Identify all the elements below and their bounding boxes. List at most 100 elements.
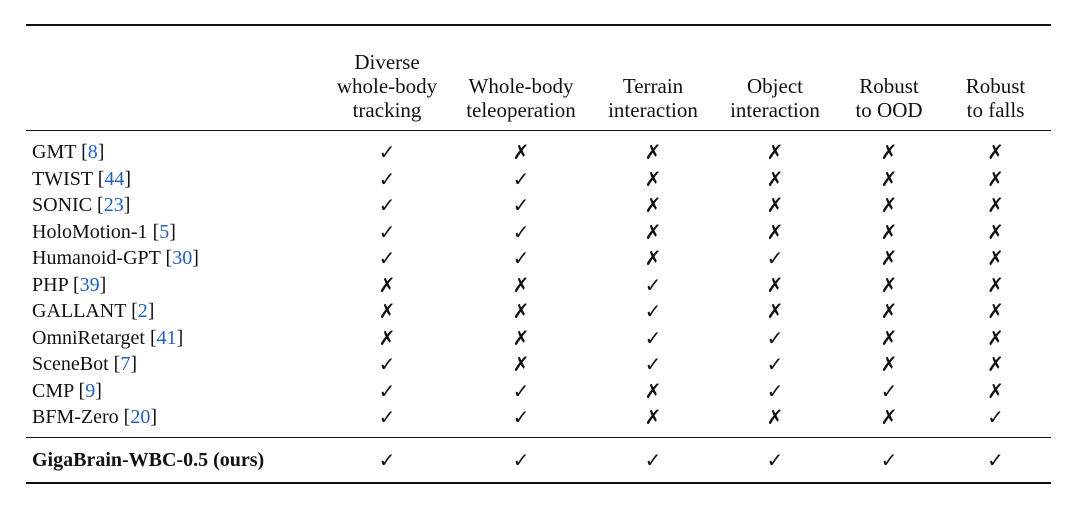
method-name: SceneBot bbox=[32, 353, 109, 375]
method-name: BFM-Zero bbox=[32, 406, 119, 428]
header-line: to OOD bbox=[855, 98, 923, 122]
citation-link[interactable]: 20 bbox=[130, 406, 151, 428]
cross-mark: ✗ bbox=[644, 193, 662, 217]
table-row: SONIC [23] ✓ ✓ ✗ ✗ ✗ ✗ bbox=[26, 192, 1051, 219]
method-name: OmniRetarget bbox=[32, 326, 145, 349]
citation-link[interactable]: 41 bbox=[156, 326, 177, 349]
citation-bracket: ] bbox=[147, 300, 155, 322]
methods-table: GMT [8] ✓ ✗ ✗ ✗ ✗ ✗ TWIST [44] ✓ ✓ ✗ ✗ ✗ ✗ SONIC [23] ✓… bbox=[26, 139, 1051, 431]
check-mark: ✓ bbox=[766, 447, 784, 472]
cross-mark: ✗ bbox=[987, 378, 1004, 403]
cross-mark: ✗ bbox=[512, 325, 530, 350]
cross-mark: ✗ bbox=[644, 246, 662, 270]
check-mark: ✓ bbox=[512, 193, 530, 217]
header-col-0: Diverse whole-body tracking bbox=[326, 26, 448, 130]
cross-mark: ✗ bbox=[987, 272, 1004, 297]
check-mark: ✓ bbox=[378, 219, 396, 244]
table-row: CMP [9] ✓ ✓ ✗ ✓ ✓ ✗ bbox=[26, 378, 1051, 405]
comparison-table: Diverse whole-body tracking Whole-body t… bbox=[26, 24, 1051, 484]
method-cell: Humanoid-GPT [30] bbox=[26, 245, 326, 272]
method-name: Humanoid-GPT bbox=[32, 247, 161, 269]
check-mark: ✓ bbox=[644, 325, 662, 350]
check-mark: ✓ bbox=[378, 352, 396, 376]
check-mark: ✓ bbox=[512, 246, 530, 270]
cross-mark: ✗ bbox=[512, 140, 530, 164]
citation-link[interactable]: 30 bbox=[172, 247, 193, 269]
cross-mark: ✗ bbox=[987, 219, 1004, 244]
cross-mark: ✗ bbox=[644, 378, 662, 403]
citation-bracket: [ bbox=[92, 194, 104, 216]
cross-mark: ✗ bbox=[880, 272, 898, 297]
cross-mark: ✗ bbox=[880, 325, 898, 350]
comparison-table-grid: Diverse whole-body tracking Whole-body t… bbox=[26, 26, 1051, 130]
method-cell: OmniRetarget [41] bbox=[26, 325, 326, 352]
bottom-rule bbox=[26, 481, 1051, 484]
citation-link[interactable]: 9 bbox=[85, 379, 96, 402]
citation-bracket: ] bbox=[97, 141, 105, 163]
header-row: Diverse whole-body tracking Whole-body t… bbox=[26, 26, 1051, 130]
cross-mark: ✗ bbox=[880, 352, 898, 376]
method-name: PHP bbox=[32, 273, 68, 296]
method-name: TWIST bbox=[32, 167, 93, 190]
check-mark: ✓ bbox=[512, 447, 530, 472]
check-mark: ✓ bbox=[766, 325, 784, 350]
citation-link[interactable]: 39 bbox=[79, 273, 100, 296]
citation-link[interactable]: 7 bbox=[120, 353, 131, 375]
cross-mark: ✗ bbox=[378, 299, 396, 323]
ours-table: GigaBrain-WBC-0.5 (ours) ✓ ✓ ✓ ✓ ✓ ✓ bbox=[26, 438, 1051, 482]
cross-mark: ✗ bbox=[644, 405, 662, 429]
citation-bracket: ] bbox=[123, 194, 131, 216]
check-mark: ✓ bbox=[644, 352, 662, 376]
cross-mark: ✗ bbox=[644, 166, 662, 191]
cross-mark: ✗ bbox=[880, 193, 898, 217]
cross-mark: ✗ bbox=[987, 325, 1004, 350]
check-mark: ✓ bbox=[378, 140, 396, 164]
cross-mark: ✗ bbox=[880, 166, 898, 191]
method-name: GigaBrain-WBC-0.5 (ours) bbox=[32, 448, 265, 471]
table-row: OmniRetarget [41] ✗ ✗ ✓ ✓ ✗ ✗ bbox=[26, 325, 1051, 352]
check-mark: ✓ bbox=[378, 405, 396, 429]
header-line: interaction bbox=[730, 98, 820, 122]
ours-rule bbox=[26, 436, 1051, 438]
citation-link[interactable]: 8 bbox=[87, 141, 98, 163]
check-mark: ✓ bbox=[987, 447, 1004, 472]
citation-link[interactable]: 5 bbox=[159, 220, 170, 243]
cross-mark: ✗ bbox=[766, 193, 784, 217]
table-row: HoloMotion-1 [5] ✓ ✓ ✗ ✗ ✗ ✗ bbox=[26, 219, 1051, 246]
citation-link[interactable]: 23 bbox=[103, 194, 124, 216]
check-mark: ✓ bbox=[766, 378, 784, 403]
table-row: TWIST [44] ✓ ✓ ✗ ✗ ✗ ✗ bbox=[26, 166, 1051, 193]
cross-mark: ✗ bbox=[880, 140, 898, 164]
header-rule bbox=[26, 130, 1051, 131]
citation-bracket: ] bbox=[95, 379, 102, 402]
citation-bracket: [ bbox=[147, 220, 160, 243]
cross-mark: ✗ bbox=[880, 299, 898, 323]
method-cell: HoloMotion-1 [5] bbox=[26, 219, 326, 246]
cross-mark: ✗ bbox=[766, 405, 784, 429]
method-cell: SceneBot [7] bbox=[26, 351, 326, 378]
check-mark: ✓ bbox=[512, 405, 530, 429]
citation-bracket: [ bbox=[126, 300, 138, 322]
check-mark: ✓ bbox=[987, 405, 1004, 429]
cross-mark: ✗ bbox=[512, 299, 530, 323]
cross-mark: ✗ bbox=[987, 166, 1004, 191]
method-cell: TWIST [44] bbox=[26, 166, 326, 193]
method-name: HoloMotion-1 bbox=[32, 220, 148, 243]
cross-mark: ✗ bbox=[987, 246, 1004, 270]
check-mark: ✓ bbox=[512, 219, 530, 244]
citation-bracket: [ bbox=[73, 379, 86, 402]
cross-mark: ✗ bbox=[880, 246, 898, 270]
top-rule bbox=[26, 24, 1051, 26]
citation-link[interactable]: 44 bbox=[104, 167, 125, 190]
citation-bracket: ] bbox=[176, 326, 184, 349]
citation-bracket: ] bbox=[192, 247, 199, 269]
header-line: Object bbox=[747, 74, 803, 98]
header-line: whole-body bbox=[336, 74, 438, 98]
citation-bracket: [ bbox=[67, 273, 80, 296]
method-cell: BFM-Zero [20] bbox=[26, 404, 326, 431]
citation-link[interactable]: 2 bbox=[137, 300, 148, 322]
check-mark: ✓ bbox=[378, 246, 396, 270]
check-mark: ✓ bbox=[766, 352, 784, 376]
cross-mark: ✗ bbox=[987, 299, 1004, 323]
method-cell: PHP [39] bbox=[26, 272, 326, 299]
